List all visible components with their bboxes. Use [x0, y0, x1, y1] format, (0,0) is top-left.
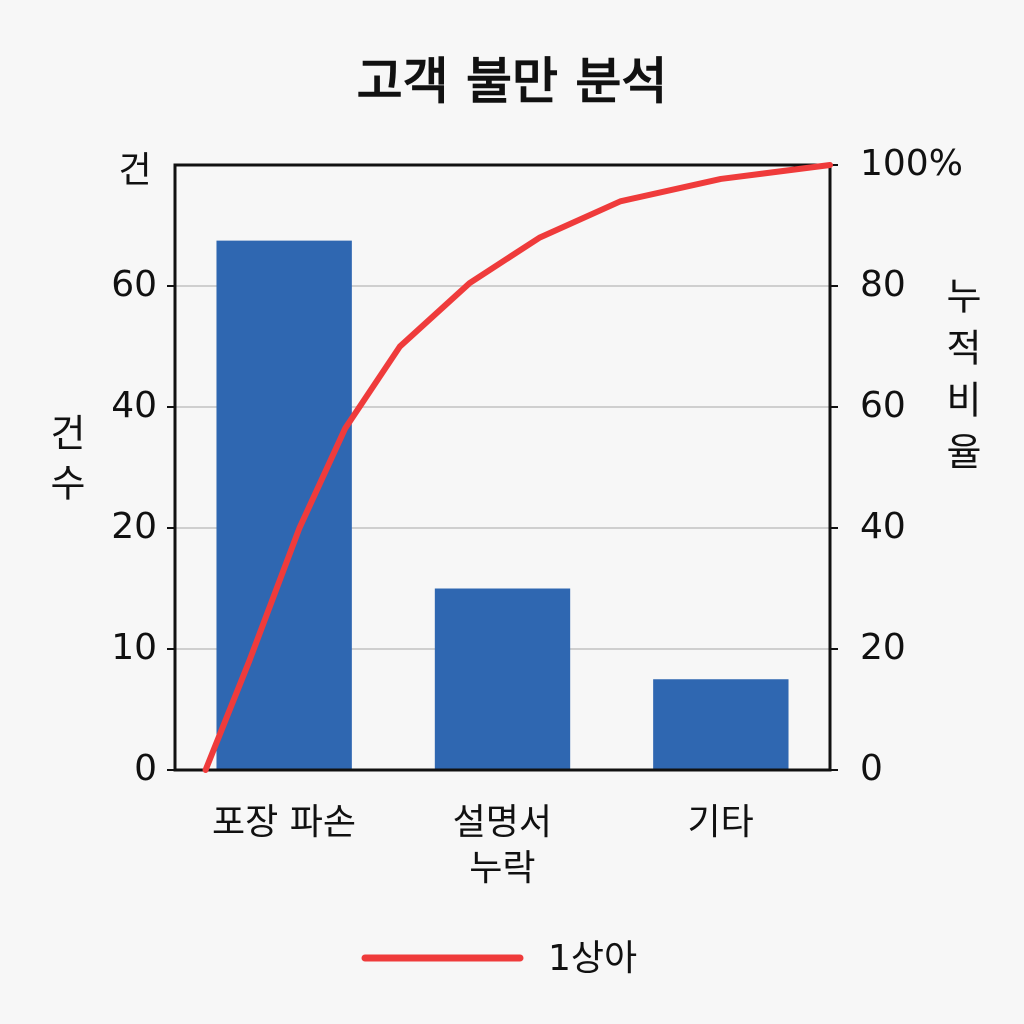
- y-tick-label: 20: [111, 506, 157, 547]
- y2-tick-label: 60: [860, 385, 906, 426]
- legend-label: 1상아: [548, 938, 637, 979]
- plot-frame: [173, 163, 832, 772]
- x-tick-label: 포장 파손: [212, 802, 356, 843]
- y2-tick-label: 80: [860, 264, 906, 305]
- y-axis-title: 건수: [43, 413, 87, 513]
- y-tick-label: 40: [111, 385, 157, 426]
- y2-tick-label: 0: [860, 748, 883, 789]
- y2-tick-label: 40: [860, 506, 906, 547]
- bar: [653, 679, 789, 770]
- x-tick-label: 설명서 누락: [452, 802, 553, 889]
- y2-tick-label: 100%: [860, 143, 963, 184]
- y2-axis-title: 누적비율: [939, 276, 983, 484]
- y-tick-label: 10: [111, 627, 157, 668]
- y-tick-label: 60: [111, 264, 157, 305]
- y-tick-label: 0: [134, 748, 157, 789]
- y-unit-label: 건: [118, 150, 151, 191]
- bar: [434, 588, 571, 770]
- cumulative-line: [202, 162, 833, 773]
- chart-title: 고객 불만 분석: [357, 53, 668, 111]
- y2-tick-label: 20: [860, 627, 906, 668]
- x-tick-label: 기타: [687, 802, 754, 843]
